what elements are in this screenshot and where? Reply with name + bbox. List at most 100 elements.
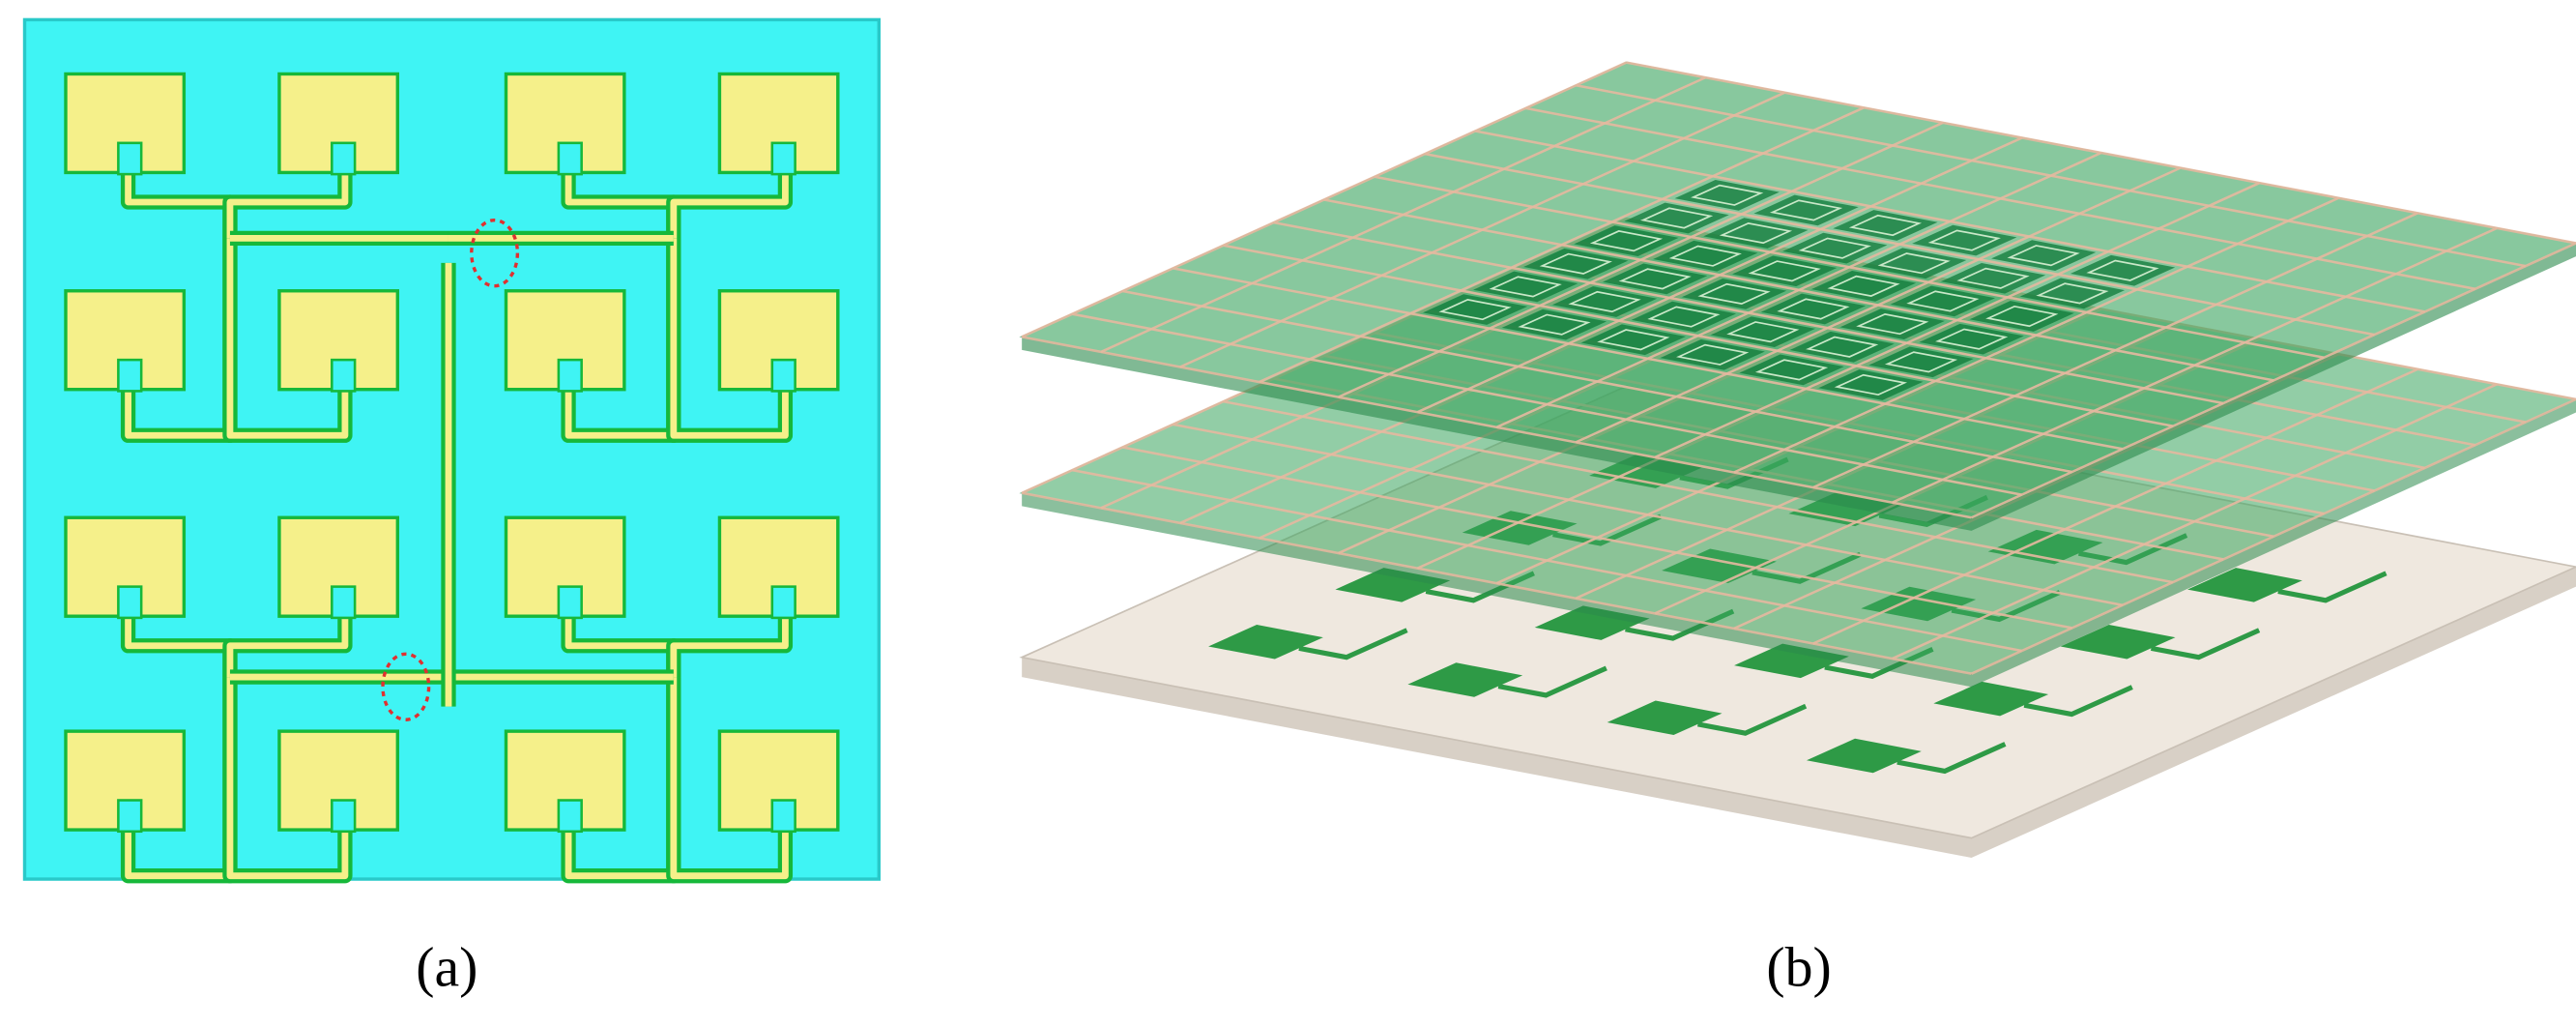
parasitic-cell <box>1912 224 2017 256</box>
parasitic-ring <box>1927 229 2001 251</box>
patch-notch <box>117 141 143 176</box>
feed-line <box>226 149 349 239</box>
patch <box>64 289 187 392</box>
parasitic-ring <box>1754 359 1829 381</box>
feed-3d <box>2277 571 2388 603</box>
feed-network <box>64 72 840 884</box>
parasitic-cell <box>1710 316 1815 348</box>
feed-3d <box>1697 703 1808 736</box>
parasitic-cell <box>1624 202 1729 234</box>
patch-notch <box>557 585 583 620</box>
parasitic-cell <box>1789 331 1895 363</box>
feed-3d <box>1896 742 2007 775</box>
parasitic-ring <box>1589 230 1664 252</box>
patch-notch <box>557 799 583 834</box>
parasitic-cell <box>1818 369 1924 400</box>
parasitic-ring <box>1726 321 1800 343</box>
parasitic-cell <box>1991 240 2097 272</box>
parasitic-cell <box>1422 294 1528 325</box>
parasitic-ring <box>1769 199 1843 221</box>
highlight-circle <box>470 218 520 288</box>
parasitic-cell <box>1473 271 1578 303</box>
parasitic-cell <box>1660 338 1765 370</box>
parasitic-ring <box>1676 343 1750 366</box>
feed-3d <box>2023 685 2133 718</box>
parasitic-ring <box>1806 336 1879 358</box>
feed-line <box>670 149 789 239</box>
parasitic-cell <box>1868 346 1974 378</box>
grid-line-3d <box>1626 61 2576 245</box>
parasitic-cell <box>1653 240 1758 272</box>
parasitic-cell <box>1810 271 1917 302</box>
patch-notch <box>331 141 357 176</box>
parasitic-cell <box>2069 254 2176 286</box>
feed-line <box>670 238 789 439</box>
layer-edge <box>1022 398 2576 688</box>
feed-line <box>670 677 789 880</box>
parasitic-ring <box>1618 268 1692 290</box>
parasitic-ring <box>1697 282 1771 306</box>
parasitic-ring <box>1438 299 1512 321</box>
parasitic-cell <box>1839 308 1945 339</box>
parasitic-cell <box>1681 279 1787 309</box>
grid-line-3d <box>1812 367 2418 645</box>
parasitic-ring <box>1539 252 1612 275</box>
parasitic-cell <box>1732 255 1838 287</box>
patch-notch <box>557 358 583 393</box>
parasitic-cell <box>1703 218 1809 249</box>
layer-edge <box>1022 243 2576 531</box>
parasitic-cell <box>1574 225 1679 256</box>
parasitic-ring <box>2007 245 2080 267</box>
parasitic-cell <box>1739 354 1844 386</box>
parasitic-ring <box>1956 267 2030 289</box>
patch-notch <box>117 358 143 393</box>
patch-notch <box>117 799 143 834</box>
parasitic-ring <box>1884 351 1958 373</box>
feed-3d <box>1298 628 1408 660</box>
parasitic-cell <box>1551 286 1658 317</box>
parasitic-cell <box>2019 278 2126 309</box>
feed-line <box>226 677 349 880</box>
patch-3d <box>2060 625 2176 660</box>
parasitic-ring <box>1777 298 1850 320</box>
parasitic-ring <box>1647 306 1721 328</box>
grid-line-3d <box>1576 83 2527 268</box>
layer-edge <box>1022 567 2576 858</box>
patch-3d <box>1807 738 1922 774</box>
parasitic-ring <box>1935 328 2009 350</box>
parasitic-cell <box>1631 301 1737 333</box>
parasitic-cell <box>1674 180 1780 211</box>
patch-notch <box>770 585 796 620</box>
parasitic-cell <box>1753 194 1859 226</box>
patch-3d <box>1407 662 1523 697</box>
parasitic-ring <box>1639 207 1714 229</box>
parasitic-ring <box>1568 290 1641 313</box>
grid-line-3d <box>1892 383 2498 660</box>
grid-line-3d <box>1971 397 2576 675</box>
patch-notch <box>770 358 796 393</box>
parasitic-ring <box>1877 252 1951 275</box>
feed-line <box>226 593 349 678</box>
parasitic-ring <box>1985 305 2059 328</box>
parasitic-ring <box>1719 221 1793 245</box>
parasitic-cell <box>1782 232 1888 264</box>
layer-stack-3d <box>1019 61 2576 858</box>
feed-line <box>670 593 789 678</box>
parasitic-ring <box>1906 290 1980 312</box>
patch-3d <box>1933 681 2049 717</box>
parasitic-ring <box>1798 237 1871 259</box>
parasitic-ring <box>1518 313 1591 336</box>
parasitic-ring <box>1668 245 1742 267</box>
patch-notch <box>331 585 357 620</box>
feed-line <box>226 238 349 439</box>
grid-line-3d <box>1812 212 2418 489</box>
patch-3d <box>1606 700 1722 736</box>
patch-notch <box>770 799 796 834</box>
parasitic-ring <box>2086 259 2159 281</box>
parasitic-ring <box>1856 313 1929 336</box>
parasitic-ring <box>1489 276 1562 298</box>
patch-3d <box>2187 568 2302 602</box>
parasitic-cell <box>1890 285 1996 317</box>
feed-3d <box>2151 628 2261 660</box>
